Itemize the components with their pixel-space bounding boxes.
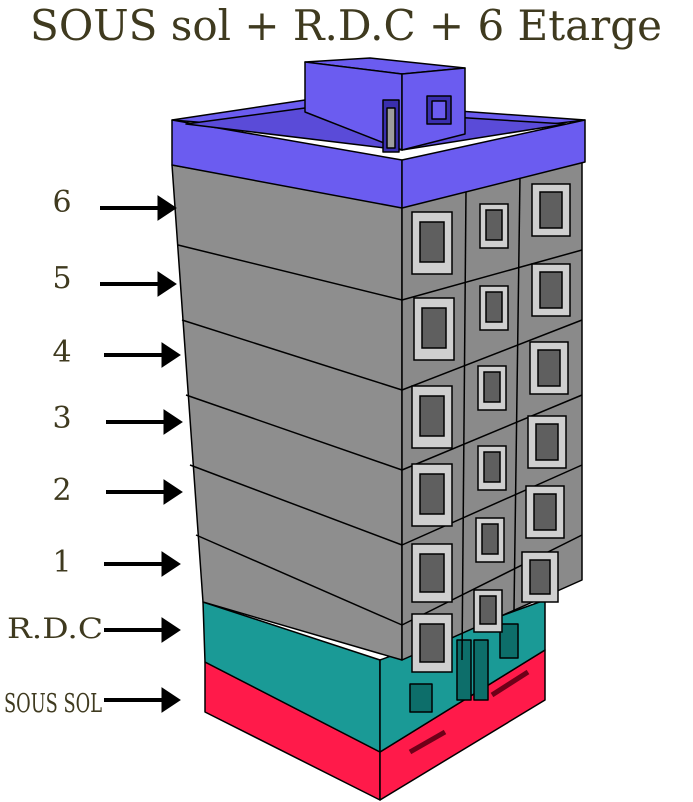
right-arrow-icon	[104, 617, 181, 643]
right-arrow-icon	[100, 271, 177, 297]
building	[171, 57, 586, 801]
right-arrow-icon	[106, 479, 183, 505]
right-arrow-icon	[104, 342, 181, 368]
windows	[411, 183, 571, 673]
label-floor-1: 1	[52, 545, 71, 580]
roof-side	[401, 119, 586, 209]
label-floor-3: 3	[52, 401, 71, 436]
floor-arrows	[100, 195, 183, 713]
label-sous-sol: SOUS SOL	[4, 689, 102, 719]
right-arrow-icon	[106, 409, 183, 435]
right-arrow-icon	[100, 195, 177, 221]
label-floor-5: 5	[52, 261, 71, 296]
floors-front	[171, 164, 403, 661]
right-arrow-icon	[104, 687, 181, 713]
label-floor-4: 4	[52, 335, 71, 370]
floor-labels: 6 5 4 3 2 1 R.D.C SOUS SOL	[4, 185, 103, 719]
right-arrow-icon	[104, 551, 181, 577]
label-floor-2: 2	[52, 473, 71, 508]
label-rdc: R.D.C	[7, 612, 103, 645]
label-floor-6: 6	[52, 185, 71, 220]
diagram-title: SOUS sol + R.D.C + 6 Etarge	[30, 1, 662, 50]
